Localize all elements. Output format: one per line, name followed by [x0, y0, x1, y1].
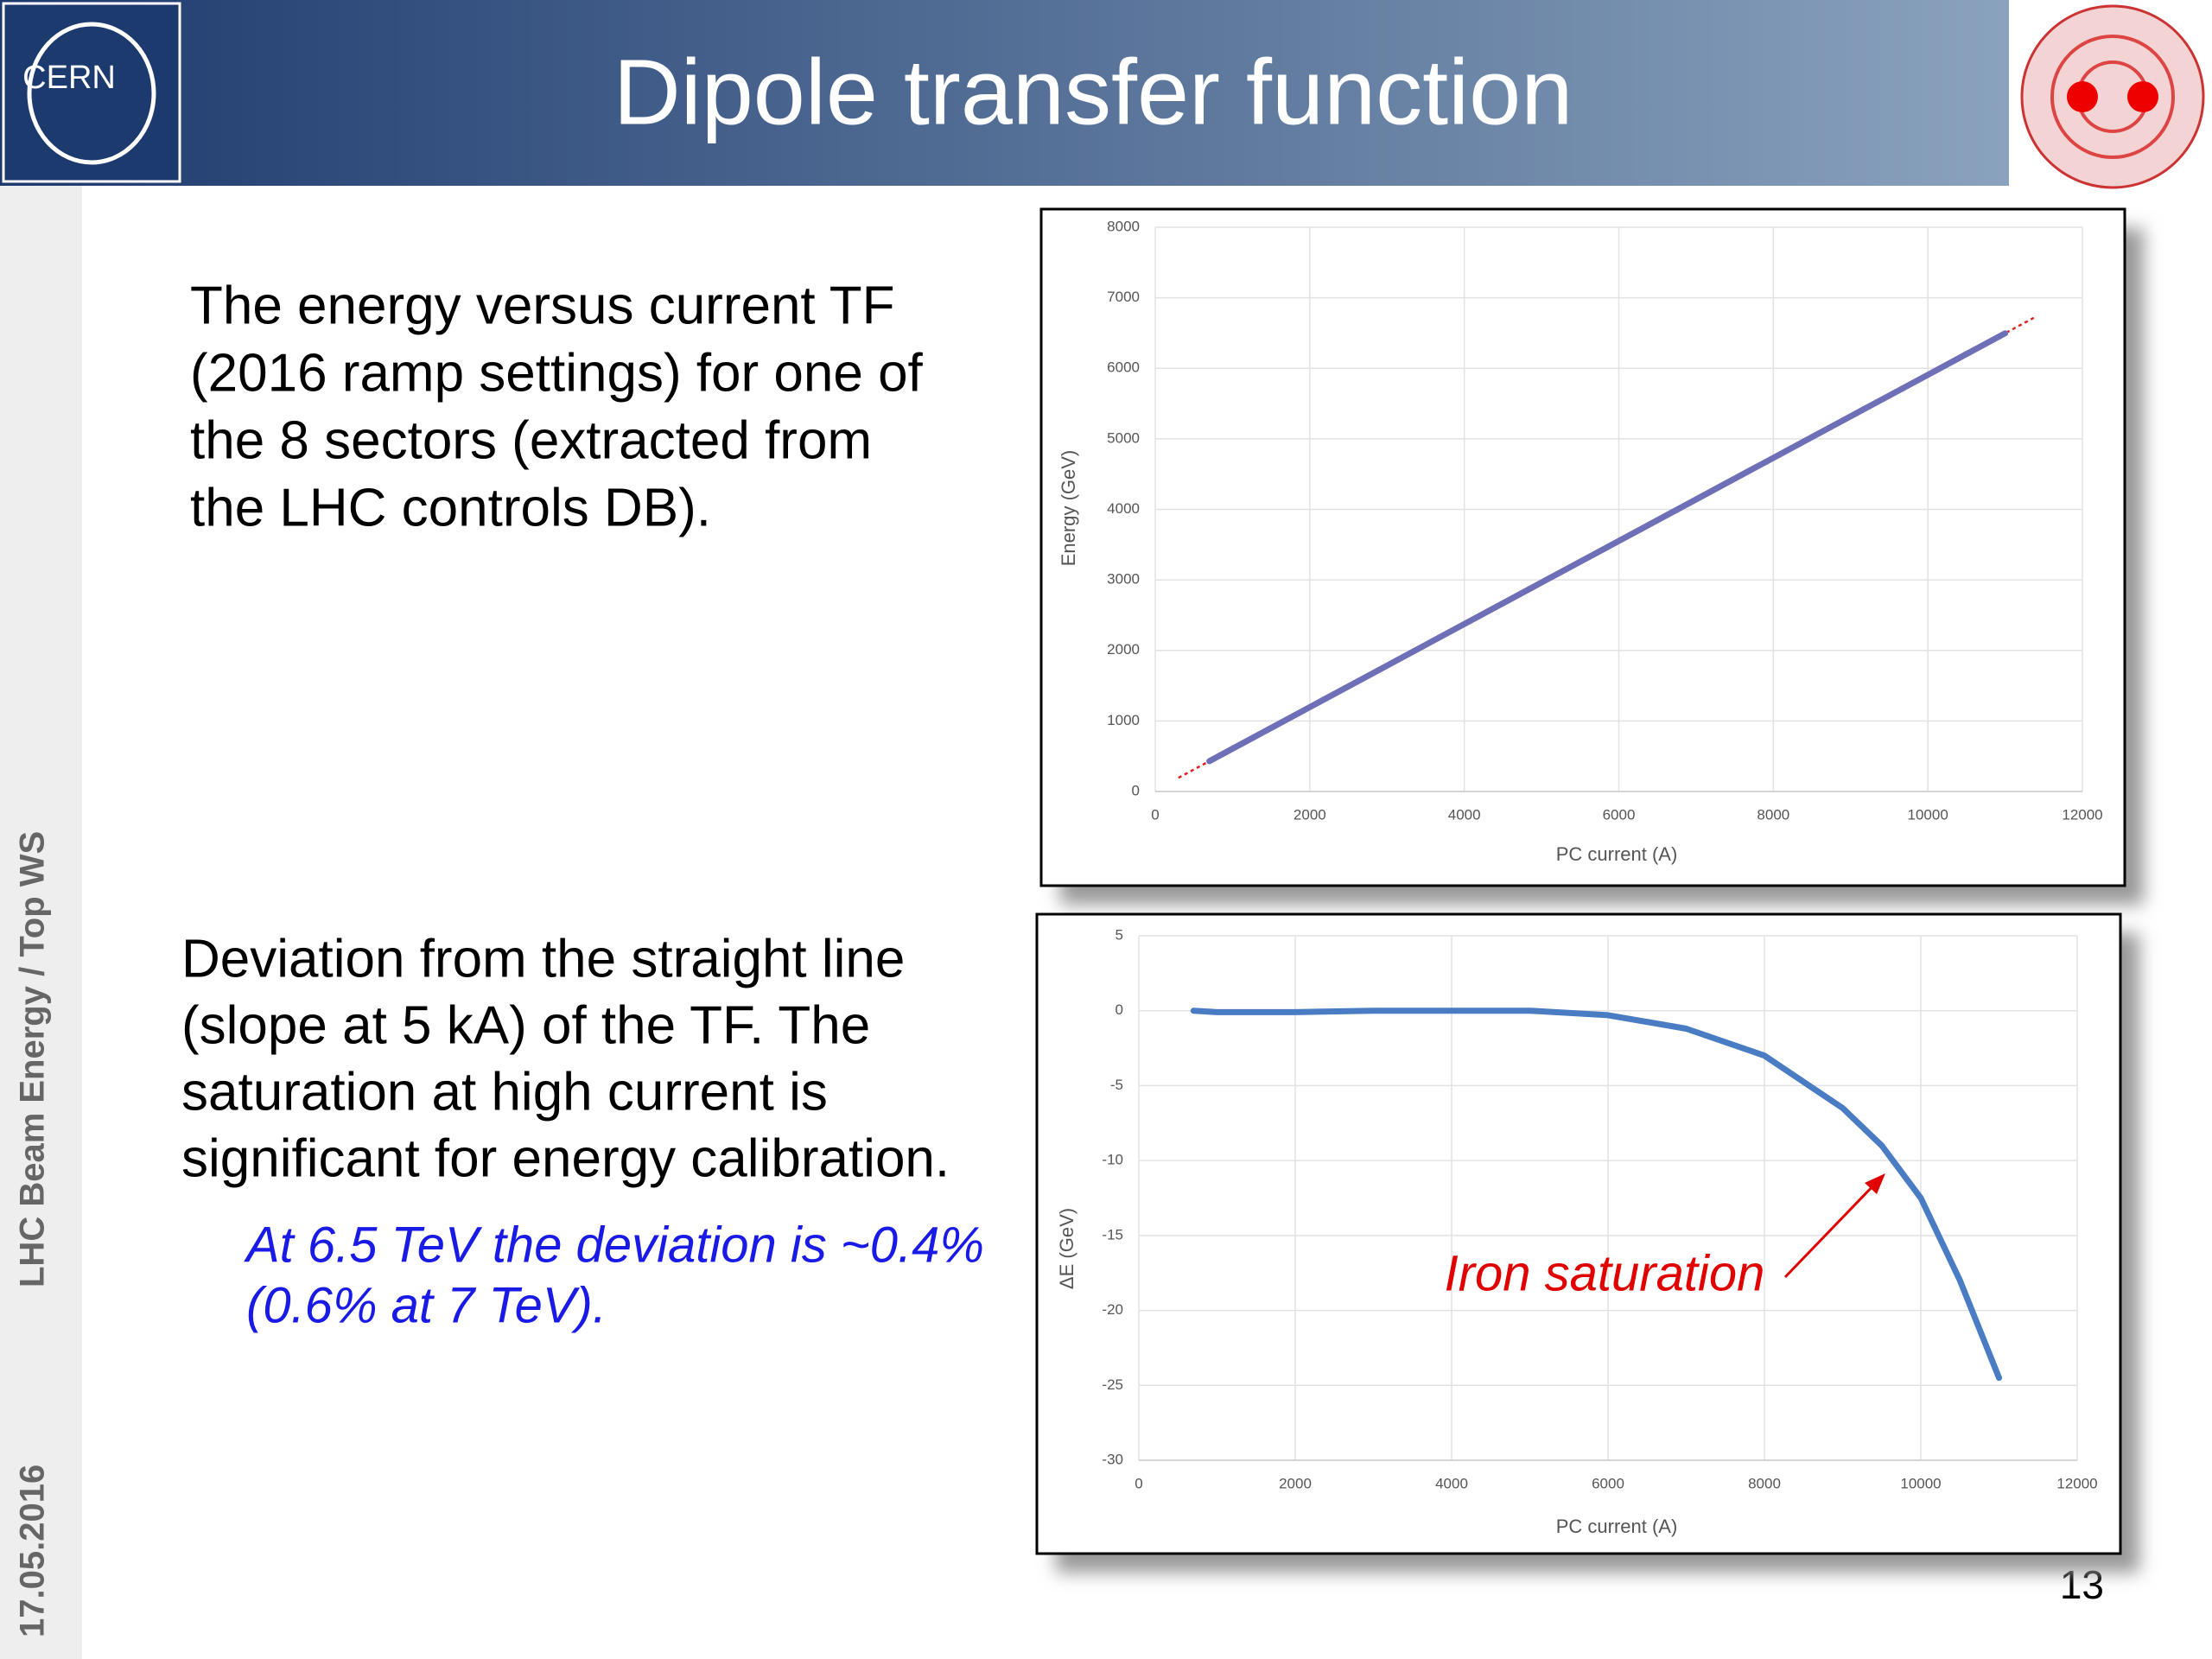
- y-tick-label: -15: [1102, 1226, 1123, 1243]
- logo-text: CERN: [22, 60, 116, 96]
- sidebar-date: 17.05.2016: [14, 1465, 52, 1637]
- annotation-arrow: [1783, 1180, 1878, 1279]
- x-tick-label: 4000: [1448, 806, 1481, 823]
- y-axis-label: ΔE (GeV): [1056, 1208, 1077, 1289]
- x-tick-label: 2000: [1294, 806, 1326, 823]
- y-tick-label: 4000: [1107, 500, 1140, 517]
- y-tick-label: 3000: [1107, 571, 1140, 588]
- sidebar: [0, 186, 82, 1659]
- y-tick-label: 7000: [1107, 289, 1140, 305]
- text-line: Deviation from the straight line: [181, 929, 905, 988]
- x-tick-label: 6000: [1603, 806, 1636, 823]
- y-tick-label: -30: [1102, 1451, 1123, 1467]
- y-tick-label: 5000: [1107, 429, 1140, 446]
- data-points: [1206, 330, 2009, 765]
- y-axis-label: Energy (GeV): [1058, 450, 1079, 567]
- x-tick-label: 2000: [1279, 1475, 1312, 1491]
- x-tick-label: 8000: [1757, 806, 1789, 823]
- x-tick-label: 10000: [1908, 806, 1948, 823]
- y-tick-label: -5: [1110, 1077, 1123, 1093]
- x-tick-label: 0: [1151, 806, 1159, 823]
- annotation-arrowhead: [1865, 1173, 1885, 1194]
- text-line: (slope at 5 kA) of the TF. The: [181, 995, 870, 1055]
- x-tick-label: 0: [1135, 1475, 1142, 1491]
- y-tick-label: -10: [1102, 1152, 1123, 1168]
- y-tick-label: 2000: [1107, 641, 1140, 658]
- text-line: The energy versus current TF: [190, 276, 895, 335]
- text-line: At 6.5 TeV the deviation is ~0.4%: [244, 1217, 984, 1273]
- x-tick-label: 6000: [1592, 1475, 1624, 1491]
- text-line: the 8 sectors (extracted from: [190, 410, 872, 470]
- text-line: (0.6% at 7 TeV).: [246, 1277, 607, 1333]
- cern-logo: [2, 2, 181, 183]
- annotation: Iron saturation: [1445, 1245, 1765, 1301]
- y-tick-label: -25: [1102, 1376, 1123, 1393]
- x-tick-label: 12000: [2056, 1475, 2097, 1491]
- x-tick-label: 4000: [1435, 1475, 1468, 1491]
- y-tick-label: 0: [1116, 1001, 1123, 1018]
- logo-ring: [27, 22, 156, 165]
- x-axis-label: PC current (A): [1556, 843, 1678, 865]
- y-tick-label: 1000: [1107, 712, 1140, 728]
- y-tick-label: 6000: [1107, 359, 1140, 376]
- y-tick-label: 8000: [1107, 218, 1140, 234]
- text-line: (2016 ramp settings) for one of: [190, 343, 924, 403]
- y-tick-label: 5: [1116, 926, 1123, 943]
- text-line: the LHC controls DB).: [190, 478, 711, 537]
- text-line: significant for energy calibration.: [181, 1128, 950, 1188]
- sidebar-event: LHC Beam Energy / Top WS: [14, 831, 52, 1287]
- y-tick-label: -20: [1102, 1301, 1123, 1318]
- header-bar: [0, 0, 2009, 186]
- x-axis-label: PC current (A): [1556, 1516, 1678, 1537]
- lhc-logo: [2020, 4, 2205, 189]
- data-points: [1190, 1007, 2002, 1382]
- x-tick-label: 12000: [2062, 806, 2102, 823]
- slide-title: Dipole transfer function: [613, 40, 1573, 144]
- text-line: saturation at high current is: [181, 1062, 828, 1122]
- chart-frame: [1039, 207, 2126, 887]
- x-tick-label: 10000: [1900, 1475, 1941, 1491]
- y-tick-label: 0: [1132, 782, 1140, 798]
- x-tick-label: 8000: [1748, 1475, 1781, 1491]
